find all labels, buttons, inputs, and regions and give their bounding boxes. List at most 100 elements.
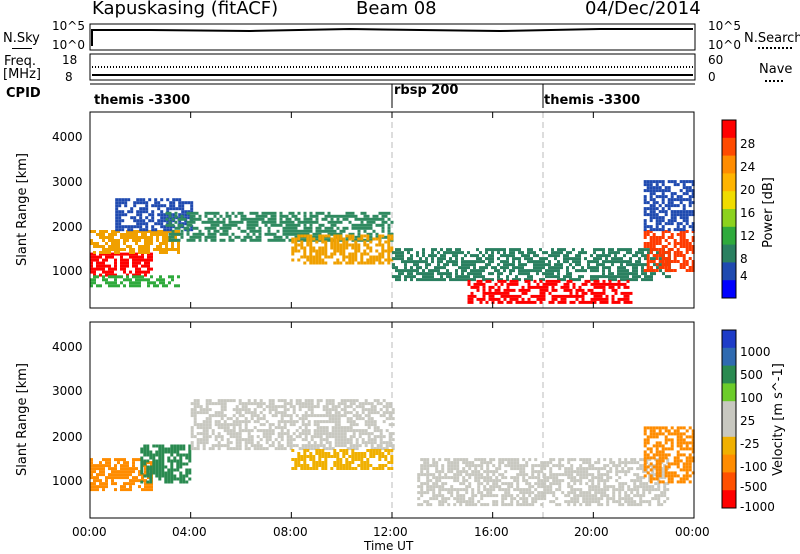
velocity-cell xyxy=(205,417,209,421)
velocity-cell xyxy=(420,485,424,489)
velocity-cell xyxy=(217,444,221,448)
power-cell xyxy=(449,257,452,261)
velocity-cell xyxy=(253,426,257,430)
velocity-cell xyxy=(99,479,102,483)
velocity-cell xyxy=(447,470,451,474)
power-cell xyxy=(554,275,557,279)
velocity-cell xyxy=(349,399,353,403)
xtick-4: 16:00 xyxy=(474,525,509,539)
velocity-cell xyxy=(96,464,99,468)
velocity-cell xyxy=(555,473,559,477)
power-cell xyxy=(593,278,596,282)
power-cell xyxy=(294,229,298,233)
power-cell xyxy=(557,294,561,298)
power-cell xyxy=(111,236,114,239)
power-cell xyxy=(174,248,177,251)
velocity-cell xyxy=(289,435,293,439)
power-cell xyxy=(679,201,683,205)
velocity-cell xyxy=(324,458,328,461)
power-cell xyxy=(184,210,188,214)
velocity-cell xyxy=(328,444,332,448)
power-cell xyxy=(470,294,474,298)
velocity-cell xyxy=(291,467,295,470)
velocity-cell xyxy=(259,423,263,427)
velocity-cell xyxy=(573,491,577,495)
power-cell xyxy=(485,251,488,255)
power-cell xyxy=(184,213,188,217)
power-cell xyxy=(354,223,358,227)
power-cell xyxy=(369,249,373,253)
power-cell xyxy=(593,269,596,273)
power-cell xyxy=(354,243,358,247)
velocity-cell xyxy=(126,473,129,477)
velocity-cell xyxy=(188,477,192,481)
power-cell xyxy=(620,275,623,279)
power-cell xyxy=(670,233,674,236)
velocity-cell xyxy=(385,408,389,412)
power-cell xyxy=(611,248,614,252)
velocity-cell xyxy=(294,461,298,464)
power-cell xyxy=(270,217,274,221)
power-cell xyxy=(656,266,659,270)
power-cell xyxy=(357,232,361,236)
power-cell xyxy=(321,246,325,250)
power-cell xyxy=(476,285,480,289)
power-cell xyxy=(404,269,407,273)
power-cell xyxy=(643,201,647,205)
power-cell xyxy=(655,189,659,193)
velocity-cell xyxy=(280,444,284,448)
power-cell xyxy=(572,294,576,298)
power-cell xyxy=(596,282,600,286)
power-cell xyxy=(210,235,214,239)
velocity-cell xyxy=(657,497,661,501)
velocity-cell xyxy=(582,494,586,498)
power-cell xyxy=(294,226,298,230)
velocity-cell xyxy=(361,432,365,436)
power-cell xyxy=(566,257,569,261)
power-cell xyxy=(512,251,515,255)
velocity-cell xyxy=(522,464,526,468)
power-cell xyxy=(321,211,325,215)
power-cell xyxy=(467,279,471,283)
velocity-cell xyxy=(340,441,344,445)
power-cell xyxy=(673,242,677,245)
power-cell xyxy=(643,225,647,229)
velocity-cell xyxy=(688,459,692,463)
velocity-cell xyxy=(643,474,647,478)
velocity-cell xyxy=(363,464,367,467)
power-cell xyxy=(315,235,319,239)
velocity-cell xyxy=(193,414,197,418)
power-cell xyxy=(336,234,340,238)
velocity-cell xyxy=(385,405,389,409)
velocity-cell xyxy=(658,471,662,475)
power-cell xyxy=(279,214,283,218)
power-cell xyxy=(204,226,208,230)
velocity-cell xyxy=(501,503,505,507)
velocity-cell xyxy=(319,441,323,445)
velocity-cell xyxy=(340,444,344,448)
power-cell xyxy=(297,211,301,215)
velocity-cell xyxy=(250,444,254,448)
power-cell xyxy=(108,273,111,277)
velocity-cell xyxy=(355,438,359,442)
power-cell xyxy=(90,267,93,271)
velocity-cell xyxy=(453,464,457,468)
power-cell xyxy=(629,278,632,282)
power-cell xyxy=(117,275,120,279)
power-cell xyxy=(228,226,232,230)
power-cell xyxy=(294,214,298,218)
power-cell xyxy=(661,189,665,193)
velocity-cell xyxy=(516,488,520,492)
power-cell xyxy=(330,223,334,227)
power-cell xyxy=(139,198,143,202)
velocity-cell xyxy=(679,444,683,448)
power-cell xyxy=(123,284,126,288)
velocity-cell xyxy=(196,423,200,427)
power-cell xyxy=(174,214,178,218)
power-ytick-3000: 3000 xyxy=(52,175,83,189)
power-cell xyxy=(536,294,540,298)
velocity-cell xyxy=(420,503,424,507)
power-cell xyxy=(500,291,504,295)
velocity-cell xyxy=(471,488,475,492)
velocity-cell xyxy=(597,485,601,489)
